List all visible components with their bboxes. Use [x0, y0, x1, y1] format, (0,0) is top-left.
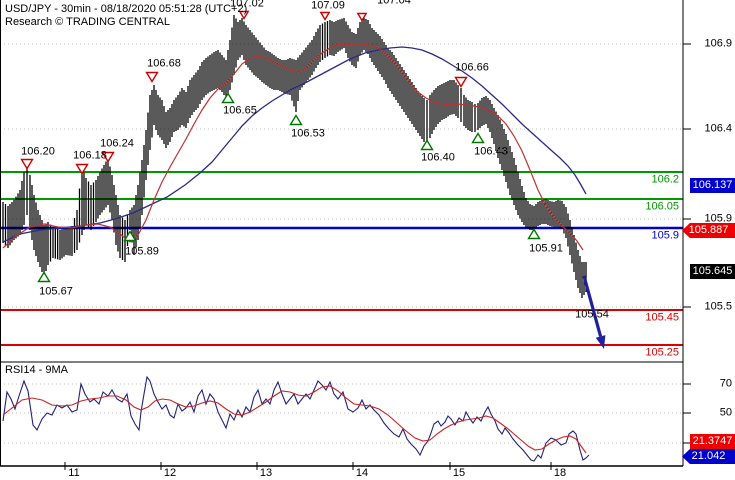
- chart-title: USD/JPY - 30min - 08/18/2020 05:51:28 (U…: [5, 3, 248, 15]
- swing-low-triangle: [289, 114, 303, 126]
- swing-high-triangle: [20, 158, 34, 170]
- swing-price-label: 105.67: [39, 285, 73, 298]
- last-price-badge: 105.645: [690, 264, 735, 279]
- price-axis-tick-label: 105.9: [704, 212, 732, 225]
- price-axis-tick-label: 105.5: [704, 300, 732, 313]
- swing-price-label: 106.43: [474, 145, 508, 158]
- swing-high-triangle: [319, 11, 331, 21]
- rsi-value-badge: 21.042: [682, 449, 735, 464]
- swing-high-triangle: [101, 151, 115, 163]
- chart-source: Research © TRADING CENTRAL: [5, 16, 170, 28]
- swing-low-triangle: [123, 230, 137, 242]
- price-badge-pivot: 105.887: [682, 223, 735, 238]
- swing-price-label: 106.53: [291, 127, 325, 140]
- swing-low-triangle: [471, 132, 485, 144]
- resistance-label: 106.05: [645, 200, 679, 213]
- time-axis-tick-label: 15: [452, 467, 466, 479]
- forecast-arrow-head: [595, 335, 606, 349]
- rsi-line: [2, 375, 590, 462]
- swing-price-label: 106.66: [455, 61, 489, 74]
- forecast-arrow-shaft: [582, 275, 603, 337]
- support-label: 105.45: [645, 311, 679, 324]
- rsi-axis-tick-label: 50: [719, 406, 732, 419]
- resistance-label: 106.2: [651, 173, 679, 186]
- swing-low-triangle: [221, 92, 235, 104]
- rsi-panel-title: RSI14 - 9MA: [5, 364, 68, 376]
- swing-price-label: 107.02: [230, 0, 264, 10]
- ma-slow-line: [2, 46, 587, 243]
- time-axis-tick-label: 13: [259, 467, 273, 479]
- swing-high-triangle: [75, 163, 89, 175]
- price-badge-blue: 106.137: [690, 178, 735, 193]
- rsi-ma-badge: 21.3747: [690, 434, 735, 449]
- swing-high-triangle: [145, 71, 159, 83]
- swing-price-label: 106.68: [147, 57, 181, 70]
- time-axis-tick-label: 12: [163, 467, 177, 479]
- swing-price-label: 105.91: [529, 242, 563, 255]
- swing-price-label: 106.20: [21, 145, 55, 158]
- swing-price-label: 106.65: [223, 104, 257, 117]
- swing-low-triangle: [37, 271, 51, 283]
- swing-low-triangle: [420, 139, 434, 151]
- swing-price-label: 105.89: [125, 245, 159, 258]
- pivot-label: 105.9: [651, 229, 679, 242]
- ma-fast-line: [2, 43, 584, 251]
- swing-price-label: 106.24: [100, 137, 134, 150]
- swing-price-label: 106.40: [421, 151, 455, 164]
- rsi-axis-tick-label: 70: [719, 377, 732, 390]
- time-axis-tick-label: 11: [68, 467, 80, 479]
- price-axis-tick-label: 106.4: [704, 122, 732, 135]
- swing-price-label: 106.18: [73, 149, 107, 162]
- price-axis-tick-label: 106.9: [704, 37, 732, 50]
- time-axis-tick-label: 14: [355, 467, 369, 479]
- support-label: 105.25: [645, 346, 679, 359]
- rsi-ma-line: [2, 385, 587, 454]
- swing-high-triangle: [238, 10, 250, 20]
- swing-high-triangle: [356, 12, 368, 22]
- swing-low-triangle: [527, 228, 541, 240]
- swing-price-label: 107.09: [311, 0, 345, 12]
- time-axis-tick-label: 18: [553, 467, 567, 479]
- swing-price-label: 107.04: [377, 0, 411, 7]
- swing-price-label: 105.54: [575, 308, 609, 321]
- swing-high-triangle: [454, 76, 468, 88]
